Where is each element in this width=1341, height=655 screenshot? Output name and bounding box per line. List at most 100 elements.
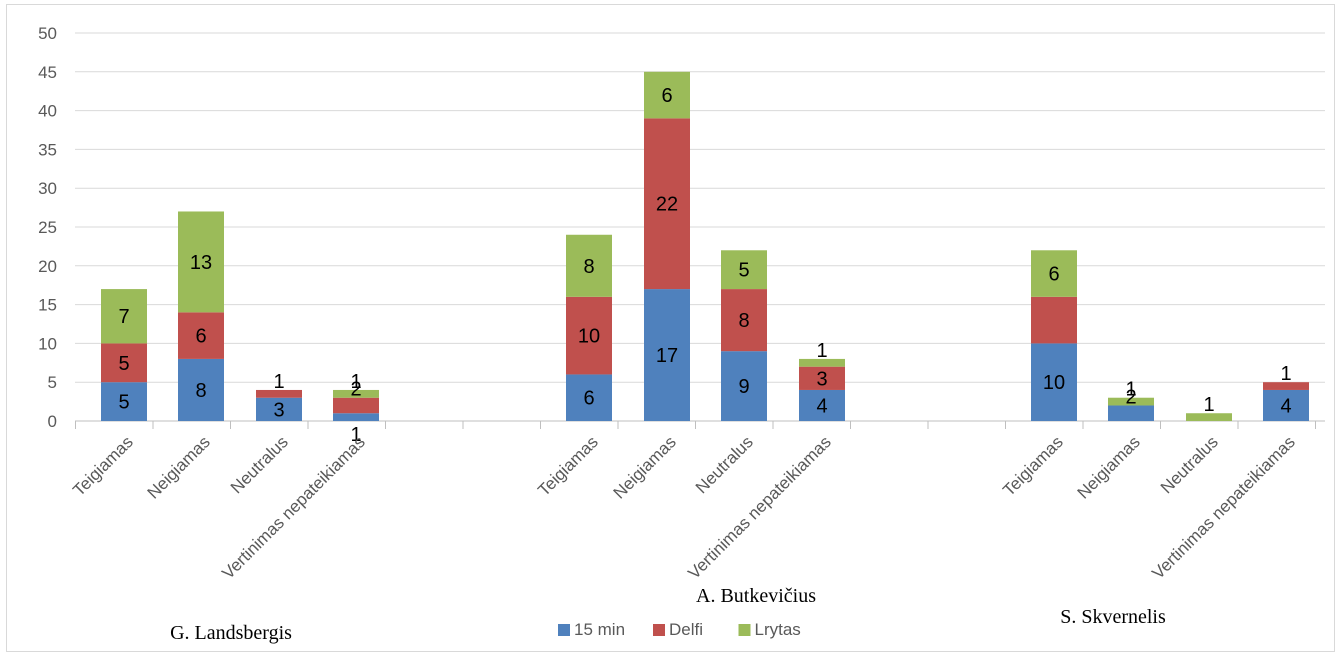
data-label: 10: [1043, 372, 1065, 394]
bar-segment-15-min: [178, 358, 224, 421]
y-tick-label: 5: [48, 373, 57, 392]
legend-label: Lrytas: [755, 620, 801, 639]
bar-segment-delfi: [799, 366, 845, 390]
bar-segment-lrytas: [1108, 397, 1154, 406]
y-tick-label: 10: [38, 334, 57, 353]
data-label: 1: [350, 371, 361, 393]
bar-segment-delfi: [644, 118, 690, 290]
bar-segment-delfi: [566, 296, 612, 375]
data-label: 4: [1280, 395, 1291, 417]
data-label: 5: [738, 260, 749, 282]
data-label: 10: [578, 326, 600, 348]
bar-segment-delfi: [721, 289, 767, 352]
data-label: 6: [583, 388, 594, 410]
category-label: Teigiamas: [534, 432, 602, 500]
data-label: 1: [350, 424, 361, 446]
bar-segment-15-min: [256, 397, 302, 421]
bar-segment-lrytas: [566, 234, 612, 297]
data-label: 5: [118, 353, 129, 375]
data-label: 2: [1125, 386, 1136, 408]
bar-segment-15-min: [1263, 389, 1309, 421]
bar-segment-delfi: [178, 312, 224, 359]
group-label: S. Skvernelis: [1060, 606, 1166, 628]
legend-label: Delfi: [669, 620, 703, 639]
category-label: Teigiamas: [69, 432, 137, 500]
data-label: 8: [195, 380, 206, 402]
category-label: Neutralus: [227, 432, 292, 497]
data-label: 3: [273, 399, 284, 421]
y-tick-label: 45: [38, 63, 57, 82]
data-label: 1: [816, 340, 827, 362]
bar-segment-15-min: [644, 289, 690, 421]
data-label: 17: [656, 345, 678, 367]
y-tick-label: 30: [38, 179, 57, 198]
category-label: Vertinimas nepateikiamas: [684, 432, 834, 582]
category-label: Neigiamas: [1074, 432, 1144, 502]
data-label: 9: [738, 376, 749, 398]
data-label: 1: [1203, 394, 1214, 416]
bar-segment-15-min: [566, 374, 612, 421]
legend-swatch: [653, 624, 665, 636]
bar-segment-15-min: [1108, 405, 1154, 421]
chart-frame: 0 5 10 15 20 25 30 35 40 45 50 5 5 7 8 6 13 3 1 1 2 1 6 10 8 17 2…: [6, 4, 1335, 652]
bars: [101, 71, 1309, 421]
category-label: Neutralus: [1157, 432, 1222, 497]
bar-segment-lrytas: [333, 389, 379, 398]
data-label: 3: [816, 368, 827, 390]
group-label: G. Landsbergis: [170, 622, 292, 644]
group-label: A. Butkevičius: [696, 585, 816, 607]
y-tick-label: 25: [38, 218, 57, 237]
bar-segment-lrytas: [1031, 250, 1077, 297]
y-tick-label: 40: [38, 102, 57, 121]
bar-segment-15-min: [101, 382, 147, 421]
data-label: 1: [1280, 363, 1291, 385]
y-tick-label: 35: [38, 140, 57, 159]
group-labels: G. Landsbergis A. Butkevičius S. Skverneli…: [170, 585, 1166, 644]
data-label: 4: [816, 395, 827, 417]
legend: 15 min Delfi Lrytas: [558, 620, 801, 639]
data-label: 5: [118, 392, 129, 414]
bar-segment-lrytas: [178, 211, 224, 313]
bar-segment-delfi: [1263, 382, 1309, 390]
y-tick-label: 50: [38, 24, 57, 43]
bar-segment-15-min: [721, 351, 767, 421]
data-label: 1: [273, 371, 284, 393]
category-label: Neutralus: [692, 432, 757, 497]
y-tick-label: 15: [38, 296, 57, 315]
data-label: 8: [738, 310, 749, 332]
category-label: Neigiamas: [610, 432, 680, 502]
data-label: 22: [656, 194, 678, 216]
bar-segment-delfi: [333, 397, 379, 414]
bar-segment-lrytas: [1186, 413, 1232, 421]
data-label: 6: [195, 326, 206, 348]
bar-segment-lrytas: [799, 358, 845, 367]
legend-swatch: [558, 624, 570, 636]
bar-segment-lrytas: [721, 250, 767, 290]
y-tick-label: 0: [48, 412, 57, 431]
gridlines: [75, 32, 1325, 422]
category-label: Vertinimas nepateikiamas: [1148, 432, 1298, 582]
category-label: Vertinimas nepateikiamas: [218, 432, 368, 582]
bar-segment-15-min: [799, 389, 845, 421]
bar-segment-lrytas: [644, 71, 690, 119]
data-label: 8: [583, 256, 594, 278]
data-label: 13: [190, 252, 212, 274]
data-label: 2: [350, 379, 361, 401]
y-tick-label: 20: [38, 257, 57, 276]
legend-swatch: [738, 624, 751, 636]
bar-segment-delfi: [256, 389, 302, 398]
bar-segment-delfi: [1031, 296, 1077, 344]
data-label: 1: [1125, 379, 1136, 401]
bar-segment-15-min: [1031, 343, 1077, 421]
bar-segment-lrytas: [101, 289, 147, 344]
data-label: 7: [118, 306, 129, 328]
data-label: 6: [1048, 264, 1059, 286]
category-label: Neigiamas: [144, 432, 214, 502]
bar-segment-15-min: [333, 413, 379, 421]
data-label: 6: [661, 85, 672, 107]
bar-segment-delfi: [101, 343, 147, 383]
